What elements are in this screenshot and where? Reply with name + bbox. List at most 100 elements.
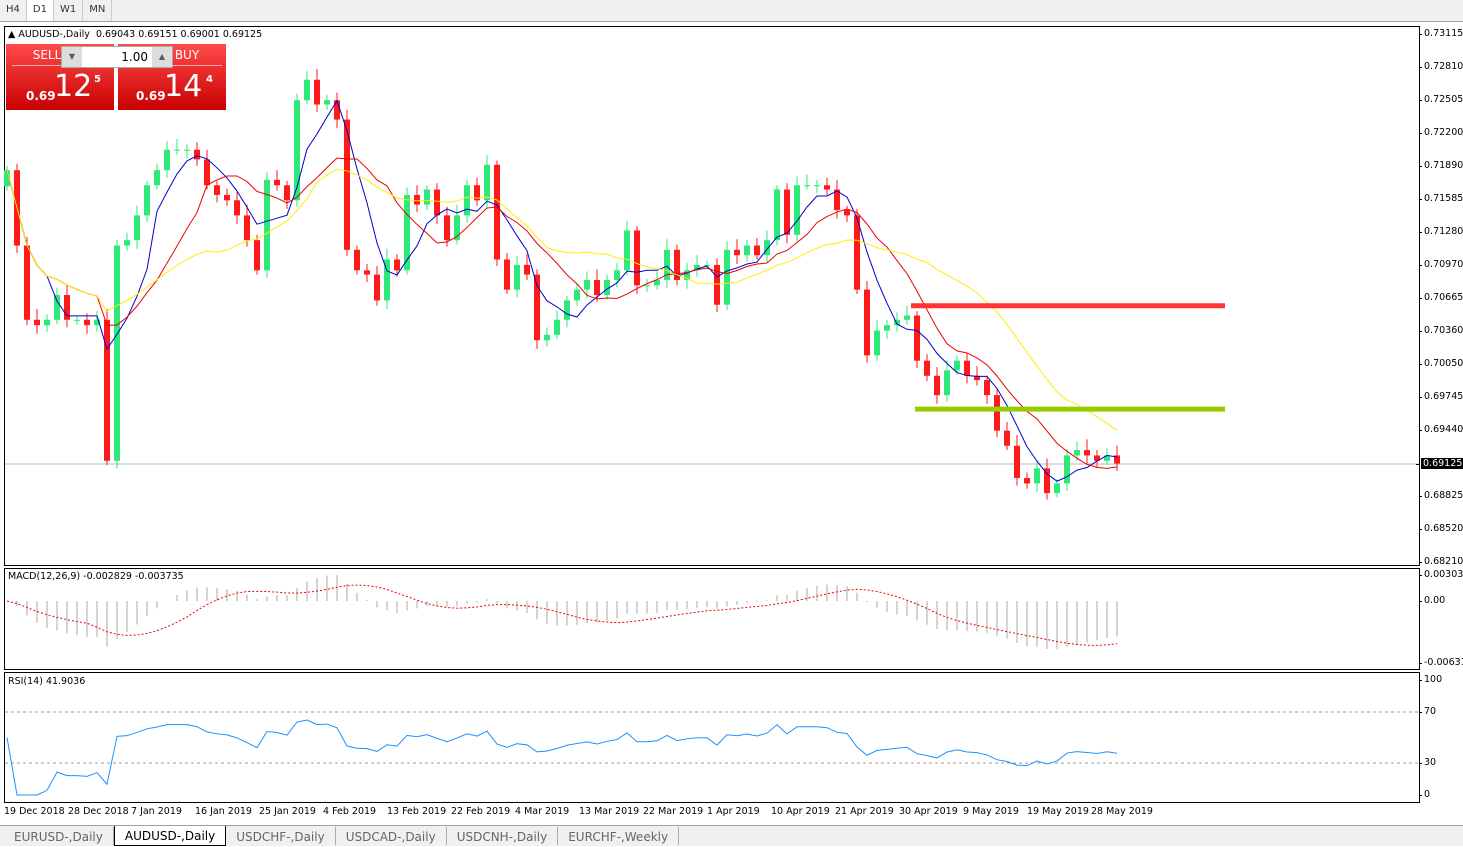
candle-body: [1074, 450, 1080, 456]
candle-body: [634, 230, 640, 286]
rsi-pane[interactable]: [4, 672, 1420, 803]
macd-pane[interactable]: [4, 568, 1420, 670]
candle-body: [4, 170, 10, 187]
ohlc-readout: 0.69043 0.69151 0.69001 0.69125: [95, 29, 263, 40]
chart-tabs: EURUSD-,Daily AUDUSD-,Daily USDCHF-,Dail…: [0, 825, 1463, 846]
candle-body: [784, 189, 790, 235]
price-axis-label: 0.70360: [1418, 325, 1463, 336]
candle-body: [64, 295, 70, 320]
candle-body: [94, 319, 100, 326]
lot-size-input[interactable]: 1.00: [121, 50, 148, 64]
candle-body: [584, 279, 590, 290]
timeframe-toolbar: H4 D1 W1 MN: [0, 0, 1463, 22]
rsi-axis-30: 30: [1418, 757, 1437, 768]
candle-body: [674, 249, 680, 280]
price-axis-label: 0.71890: [1418, 160, 1463, 171]
increase-lot-icon[interactable]: ▲: [152, 47, 172, 67]
timeframe-mn[interactable]: MN: [83, 0, 113, 21]
candle-body: [504, 259, 510, 290]
chart-title: ▲ AUDUSD-,Daily 0.69043 0.69151 0.69001 …: [8, 29, 263, 40]
candle-body: [854, 215, 860, 290]
ma-slow-line: [6, 168, 1118, 431]
candle-body: [214, 185, 220, 195]
date-axis-label: 19 May 2019: [1027, 806, 1089, 817]
date-axis-label: 10 Apr 2019: [771, 806, 830, 817]
candle-body: [994, 395, 1000, 431]
price-axis-label: 0.70970: [1418, 259, 1463, 270]
tab-usdcnh[interactable]: USDCNH-,Daily: [447, 827, 559, 845]
candle-body: [814, 185, 820, 187]
tab-usdcad[interactable]: USDCAD-,Daily: [336, 827, 447, 845]
candle-body: [294, 100, 300, 201]
candle-body: [184, 149, 190, 151]
macd-signal-line: [6, 584, 1118, 646]
price-axis-label: 0.73115: [1418, 28, 1463, 39]
price-axis-label: 0.69745: [1418, 391, 1463, 402]
timeframe-w1[interactable]: W1: [54, 0, 84, 21]
date-axis-label: 9 May 2019: [963, 806, 1019, 817]
price-axis-label: 0.72810: [1418, 61, 1463, 72]
price-axis-label: 0.70665: [1418, 292, 1463, 303]
candle-body: [824, 185, 830, 190]
candle-body: [374, 274, 380, 301]
candle-body: [894, 319, 900, 326]
candle-body: [554, 319, 560, 335]
price-axis-label: 0.71280: [1418, 226, 1463, 237]
candle-body: [624, 230, 630, 271]
rsi-axis-70: 70: [1418, 706, 1437, 717]
timeframe-h4[interactable]: H4: [0, 0, 27, 21]
candle-body: [864, 289, 870, 356]
price-axis-label: 0.69440: [1418, 424, 1463, 435]
price-axis-label: 0.72200: [1418, 127, 1463, 138]
price-axis-label: 0.68520: [1418, 523, 1463, 534]
candle-body: [44, 319, 50, 326]
candle-body: [474, 185, 480, 201]
tab-eurusd[interactable]: EURUSD-,Daily: [4, 827, 114, 845]
candle-body: [924, 360, 930, 376]
price-axis-label: 0.68825: [1418, 490, 1463, 501]
candle-body: [804, 185, 810, 187]
ma-mid-line: [6, 157, 1118, 469]
lot-size-stepper[interactable]: ▼ 1.00 ▲: [61, 46, 173, 68]
decrease-lot-icon[interactable]: ▼: [62, 47, 82, 67]
candle-body: [964, 360, 970, 376]
candle-body: [1004, 430, 1010, 446]
candle-body: [1024, 478, 1030, 484]
candle-body: [1104, 455, 1110, 461]
candle-body: [444, 215, 450, 241]
candle-body: [74, 319, 80, 321]
candle-body: [974, 375, 980, 381]
candle-body: [844, 210, 850, 216]
candle-body: [594, 279, 600, 296]
price-chart-pane[interactable]: [4, 26, 1420, 566]
candle-body: [884, 325, 890, 331]
tab-usdchf[interactable]: USDCHF-,Daily: [226, 827, 336, 845]
macd-axis-min: -0.006311: [1419, 657, 1463, 668]
candle-body: [714, 264, 720, 305]
candle-body: [914, 315, 920, 361]
timeframe-d1[interactable]: D1: [26, 0, 54, 21]
candle-body: [284, 185, 290, 201]
current-price-label: 0.69125: [1415, 458, 1463, 469]
date-axis-label: 28 May 2019: [1091, 806, 1153, 817]
date-axis-label: 4 Mar 2019: [515, 806, 570, 817]
candle-body: [344, 119, 350, 250]
candle-body: [1094, 455, 1100, 461]
candle-body: [434, 189, 440, 216]
candle-body: [84, 319, 90, 326]
sell-price-big: 12: [54, 69, 93, 104]
date-axis-label: 16 Jan 2019: [195, 806, 252, 817]
candle-body: [1114, 455, 1120, 464]
candle-body: [224, 194, 230, 201]
tab-eurchf[interactable]: EURCHF-,Weekly: [558, 827, 680, 845]
macd-axis-max: 0.003035: [1418, 569, 1463, 580]
tab-audusd[interactable]: AUDUSD-,Daily: [113, 826, 227, 846]
date-axis-label: 7 Jan 2019: [131, 806, 182, 817]
buy-price-prefix: 0.69: [136, 89, 166, 103]
candle-body: [144, 185, 150, 216]
rsi-line: [6, 719, 1118, 796]
date-axis-label: 1 Apr 2019: [707, 806, 760, 817]
rsi-axis-0: 0: [1418, 789, 1431, 800]
sell-label: SELL: [12, 48, 82, 66]
candle-body: [304, 79, 310, 101]
